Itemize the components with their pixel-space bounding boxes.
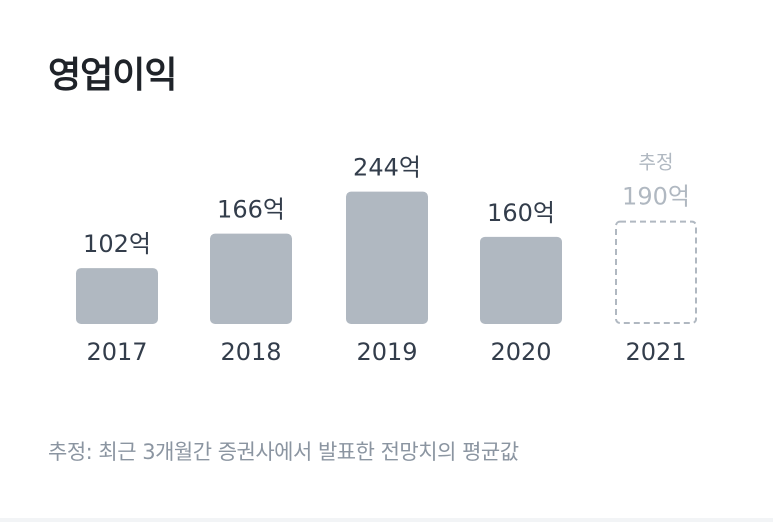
- bar-estimated: [615, 220, 697, 324]
- x-tick-label: 2017: [86, 338, 147, 366]
- bar-value-label: 190억: [622, 183, 690, 211]
- bar: [76, 268, 158, 324]
- chart-title: 영업이익: [48, 55, 177, 96]
- bar-value-label: 160억: [487, 199, 555, 227]
- x-tick-label: 2020: [490, 338, 551, 366]
- bar: [210, 233, 292, 324]
- bar: [346, 191, 428, 324]
- estimate-tag: 추정: [639, 152, 674, 174]
- x-tick-label: 2018: [220, 338, 281, 366]
- bar: [480, 236, 562, 324]
- estimate-footnote: 추정: 최근 3개월간 증권사에서 발표한 전망치의 평균값: [48, 440, 519, 464]
- x-tick-label: 2021: [625, 338, 686, 366]
- bar-value-label: 244억: [353, 154, 421, 182]
- bar-value-label: 102억: [83, 230, 151, 258]
- bar-value-label: 166억: [217, 196, 285, 224]
- bottom-divider: [0, 518, 773, 522]
- operating-profit-bar-chart: 102억 2017 166억 2018 244억 2019 160억 2020 190억 추정 20…: [76, 152, 697, 366]
- x-tick-label: 2019: [356, 338, 417, 366]
